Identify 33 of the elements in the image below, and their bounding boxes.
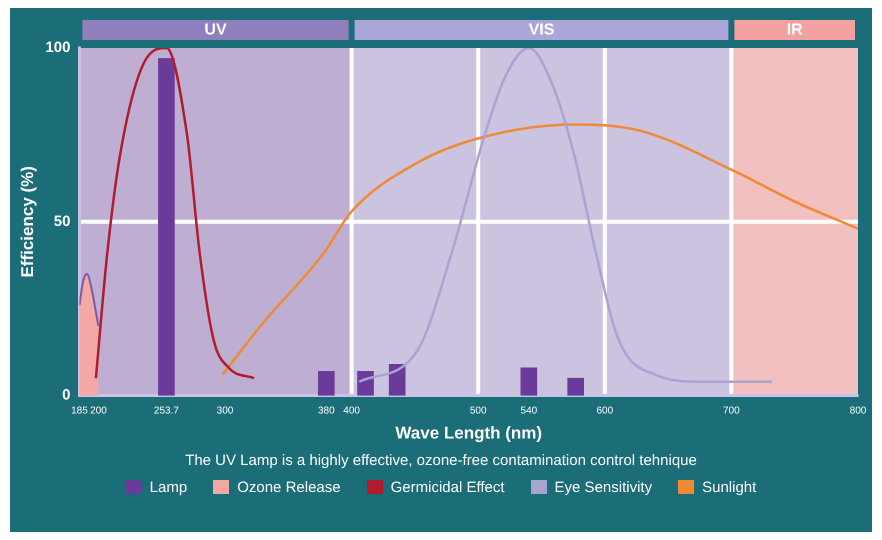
x-tick-label: 800 [850, 405, 867, 416]
x-tick-label: 500 [470, 405, 487, 416]
x-tick-label: 380 [318, 405, 336, 416]
legend-label: Germicidal Effect [390, 479, 505, 496]
bar [357, 370, 374, 396]
legend-label: Eye Sensitivity [554, 479, 652, 496]
x-tick-label: 600 [596, 405, 614, 416]
legend-label: Sunlight [701, 479, 756, 496]
x-tick-label: 253.7 [154, 405, 180, 416]
x-tick-label: 700 [723, 405, 740, 416]
text: The UV Lamp is a highly effective, ozone-free contamination control tehnique [184, 452, 698, 469]
y-tick-label: 0 [62, 386, 70, 404]
band-label: IR [786, 21, 804, 38]
x-tick-label: 200 [90, 405, 108, 416]
x-tick-label: 400 [343, 405, 360, 416]
bar [388, 364, 406, 396]
line-series [221, 123, 858, 376]
line-series [94, 48, 256, 380]
x-tick-label: 300 [216, 405, 234, 416]
y-axis-title: Efficiency (%) [18, 166, 37, 278]
y-tick-label: 50 [54, 212, 70, 230]
x-axis-title: Wave Length (nm) [395, 423, 542, 442]
bar [567, 378, 584, 396]
bar [158, 58, 175, 396]
y-tick-label: 100 [45, 39, 70, 56]
legend-label: Lamp [148, 479, 188, 496]
x-tick-label: 185 [71, 405, 88, 416]
band-label: UV [204, 21, 227, 38]
band-label: VIS [528, 21, 555, 38]
bar [318, 370, 335, 396]
bar [520, 367, 538, 396]
x-tick-label: 540 [520, 405, 538, 416]
legend-label: Ozone Release [236, 479, 341, 496]
